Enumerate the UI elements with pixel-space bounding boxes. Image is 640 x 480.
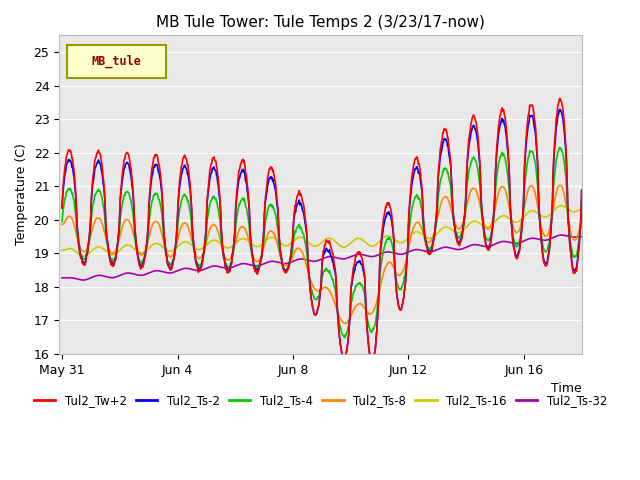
Y-axis label: Temperature (C): Temperature (C) [15, 144, 28, 245]
Text: MB_tule: MB_tule [92, 55, 141, 69]
FancyBboxPatch shape [67, 45, 166, 78]
Legend: Tul2_Tw+2, Tul2_Ts-2, Tul2_Ts-4, Tul2_Ts-8, Tul2_Ts-16, Tul2_Ts-32: Tul2_Tw+2, Tul2_Ts-2, Tul2_Ts-4, Tul2_Ts… [29, 389, 612, 411]
X-axis label: Time: Time [551, 382, 582, 395]
Title: MB Tule Tower: Tule Temps 2 (3/23/17-now): MB Tule Tower: Tule Temps 2 (3/23/17-now… [156, 15, 485, 30]
